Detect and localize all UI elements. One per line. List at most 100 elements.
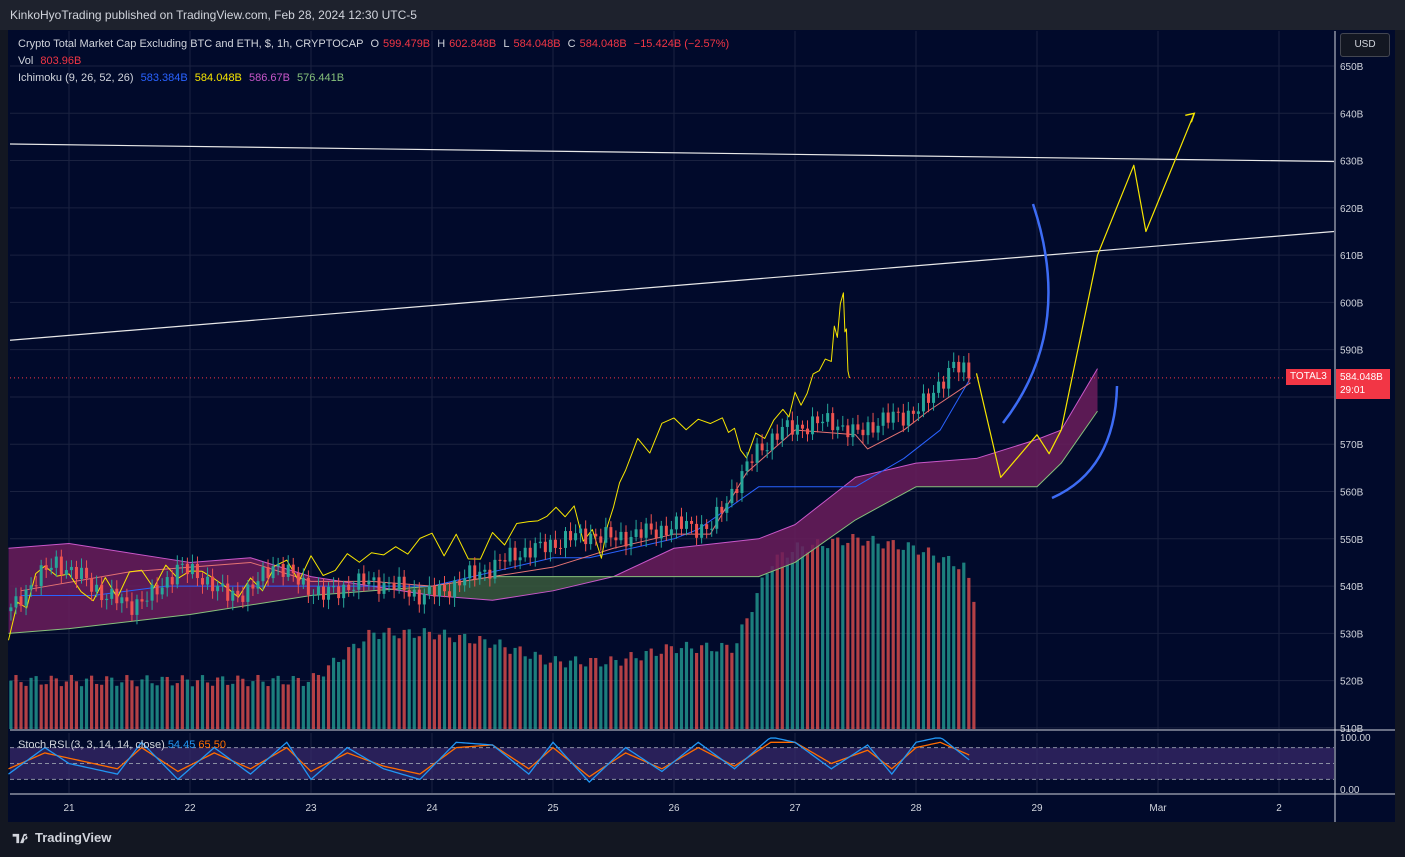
candle-body <box>649 523 653 530</box>
candle-body <box>422 593 426 605</box>
volume-bar <box>488 647 492 729</box>
top-bar: KinkoHyoTrading published on TradingView… <box>0 0 1405 30</box>
currency-button[interactable]: USD <box>1340 33 1390 57</box>
candle-body <box>488 569 492 579</box>
volume-bar <box>871 535 875 729</box>
candle-body <box>690 520 694 524</box>
volume-bar <box>226 684 230 729</box>
price-tick-label: 560B <box>1340 488 1364 499</box>
candle-body <box>679 516 683 529</box>
candle-body <box>523 547 527 558</box>
volume-bar <box>9 680 13 729</box>
volume-bar <box>387 627 391 729</box>
candle-body <box>871 422 875 433</box>
volume-bar <box>392 635 396 729</box>
candle-body <box>266 567 270 579</box>
close-label: C <box>567 38 576 50</box>
candle-body <box>695 523 699 538</box>
span-b-line <box>8 410 1098 634</box>
volume-bar <box>24 685 28 729</box>
ichimoku-kijun-value: 584.048B <box>194 72 242 84</box>
candle-body <box>720 506 724 513</box>
volume-bar <box>326 665 331 729</box>
volume-bar <box>402 629 406 729</box>
candle-body <box>715 506 719 529</box>
volume-bar <box>533 651 537 729</box>
candle-body <box>795 424 799 435</box>
candle-body <box>281 563 285 577</box>
candle-body <box>443 585 447 592</box>
candle-body <box>337 586 341 599</box>
price-tick-label: 570B <box>1340 440 1364 451</box>
low-label: L <box>503 38 510 50</box>
candle-body <box>322 586 326 600</box>
volume-bar <box>831 538 835 729</box>
volume-bar <box>579 664 583 729</box>
volume-bar <box>815 539 820 729</box>
candle-body <box>806 428 810 435</box>
price-tick-label: 520B <box>1340 677 1364 688</box>
volume-bar <box>936 562 941 729</box>
span-a-line <box>8 368 1098 601</box>
candle-body <box>962 362 966 373</box>
candle-body <box>14 596 18 608</box>
volume-bar <box>720 642 724 729</box>
volume-bar <box>135 686 139 729</box>
candle-body <box>44 565 48 570</box>
candle-body <box>185 563 189 575</box>
time-tick-label: 29 <box>1031 803 1043 814</box>
projection-arrowhead <box>1185 112 1196 123</box>
volume-bar <box>175 683 179 729</box>
candle-body <box>125 597 129 602</box>
time-tick-label: 23 <box>305 803 317 814</box>
high-label: H <box>437 38 446 50</box>
candle-body <box>952 361 956 368</box>
cloud-segment <box>615 368 1098 577</box>
candle-body <box>69 566 73 571</box>
tradingview-logo-icon <box>12 833 28 844</box>
volume-bar <box>896 549 900 729</box>
candle-body <box>64 570 68 575</box>
candle-body <box>614 537 618 541</box>
volume-bar <box>29 677 33 729</box>
candle-body <box>896 411 900 413</box>
volume-bar <box>866 540 870 729</box>
candle-body <box>770 433 774 451</box>
volume-bar <box>795 542 800 729</box>
candle-body <box>155 584 159 595</box>
low-value: 584.048B <box>513 38 561 50</box>
volume-bar <box>84 678 89 729</box>
volume-bar <box>609 656 613 729</box>
volume-bar <box>674 653 679 729</box>
volume-bar <box>916 554 921 729</box>
volume-bar <box>296 677 300 729</box>
candle-body <box>367 580 371 585</box>
candle-body <box>206 576 210 585</box>
volume-bar <box>468 643 472 729</box>
volume-bar <box>790 551 794 729</box>
volume-bar <box>584 666 588 729</box>
candle-body <box>594 533 598 537</box>
volume-bar <box>79 686 84 729</box>
candle-body <box>130 601 134 615</box>
drawings <box>9 112 1335 500</box>
candle-body <box>271 566 275 579</box>
volume-bar <box>155 685 159 729</box>
volume-bar <box>352 643 356 729</box>
volume-bar <box>730 652 734 729</box>
price-tick-label: 610B <box>1340 251 1364 262</box>
candle-body <box>427 585 431 594</box>
volume-bar <box>836 537 840 729</box>
candle-body <box>911 410 915 414</box>
volume-bar <box>599 666 603 729</box>
candle-body <box>846 425 850 438</box>
arc-upper <box>1002 203 1050 424</box>
volume-bar <box>437 634 442 729</box>
candle-body <box>458 580 462 586</box>
volume-bar <box>715 651 719 729</box>
candle-body <box>296 573 300 585</box>
candle-body <box>619 531 623 541</box>
candle-body <box>448 591 452 598</box>
candle-body <box>886 412 890 423</box>
